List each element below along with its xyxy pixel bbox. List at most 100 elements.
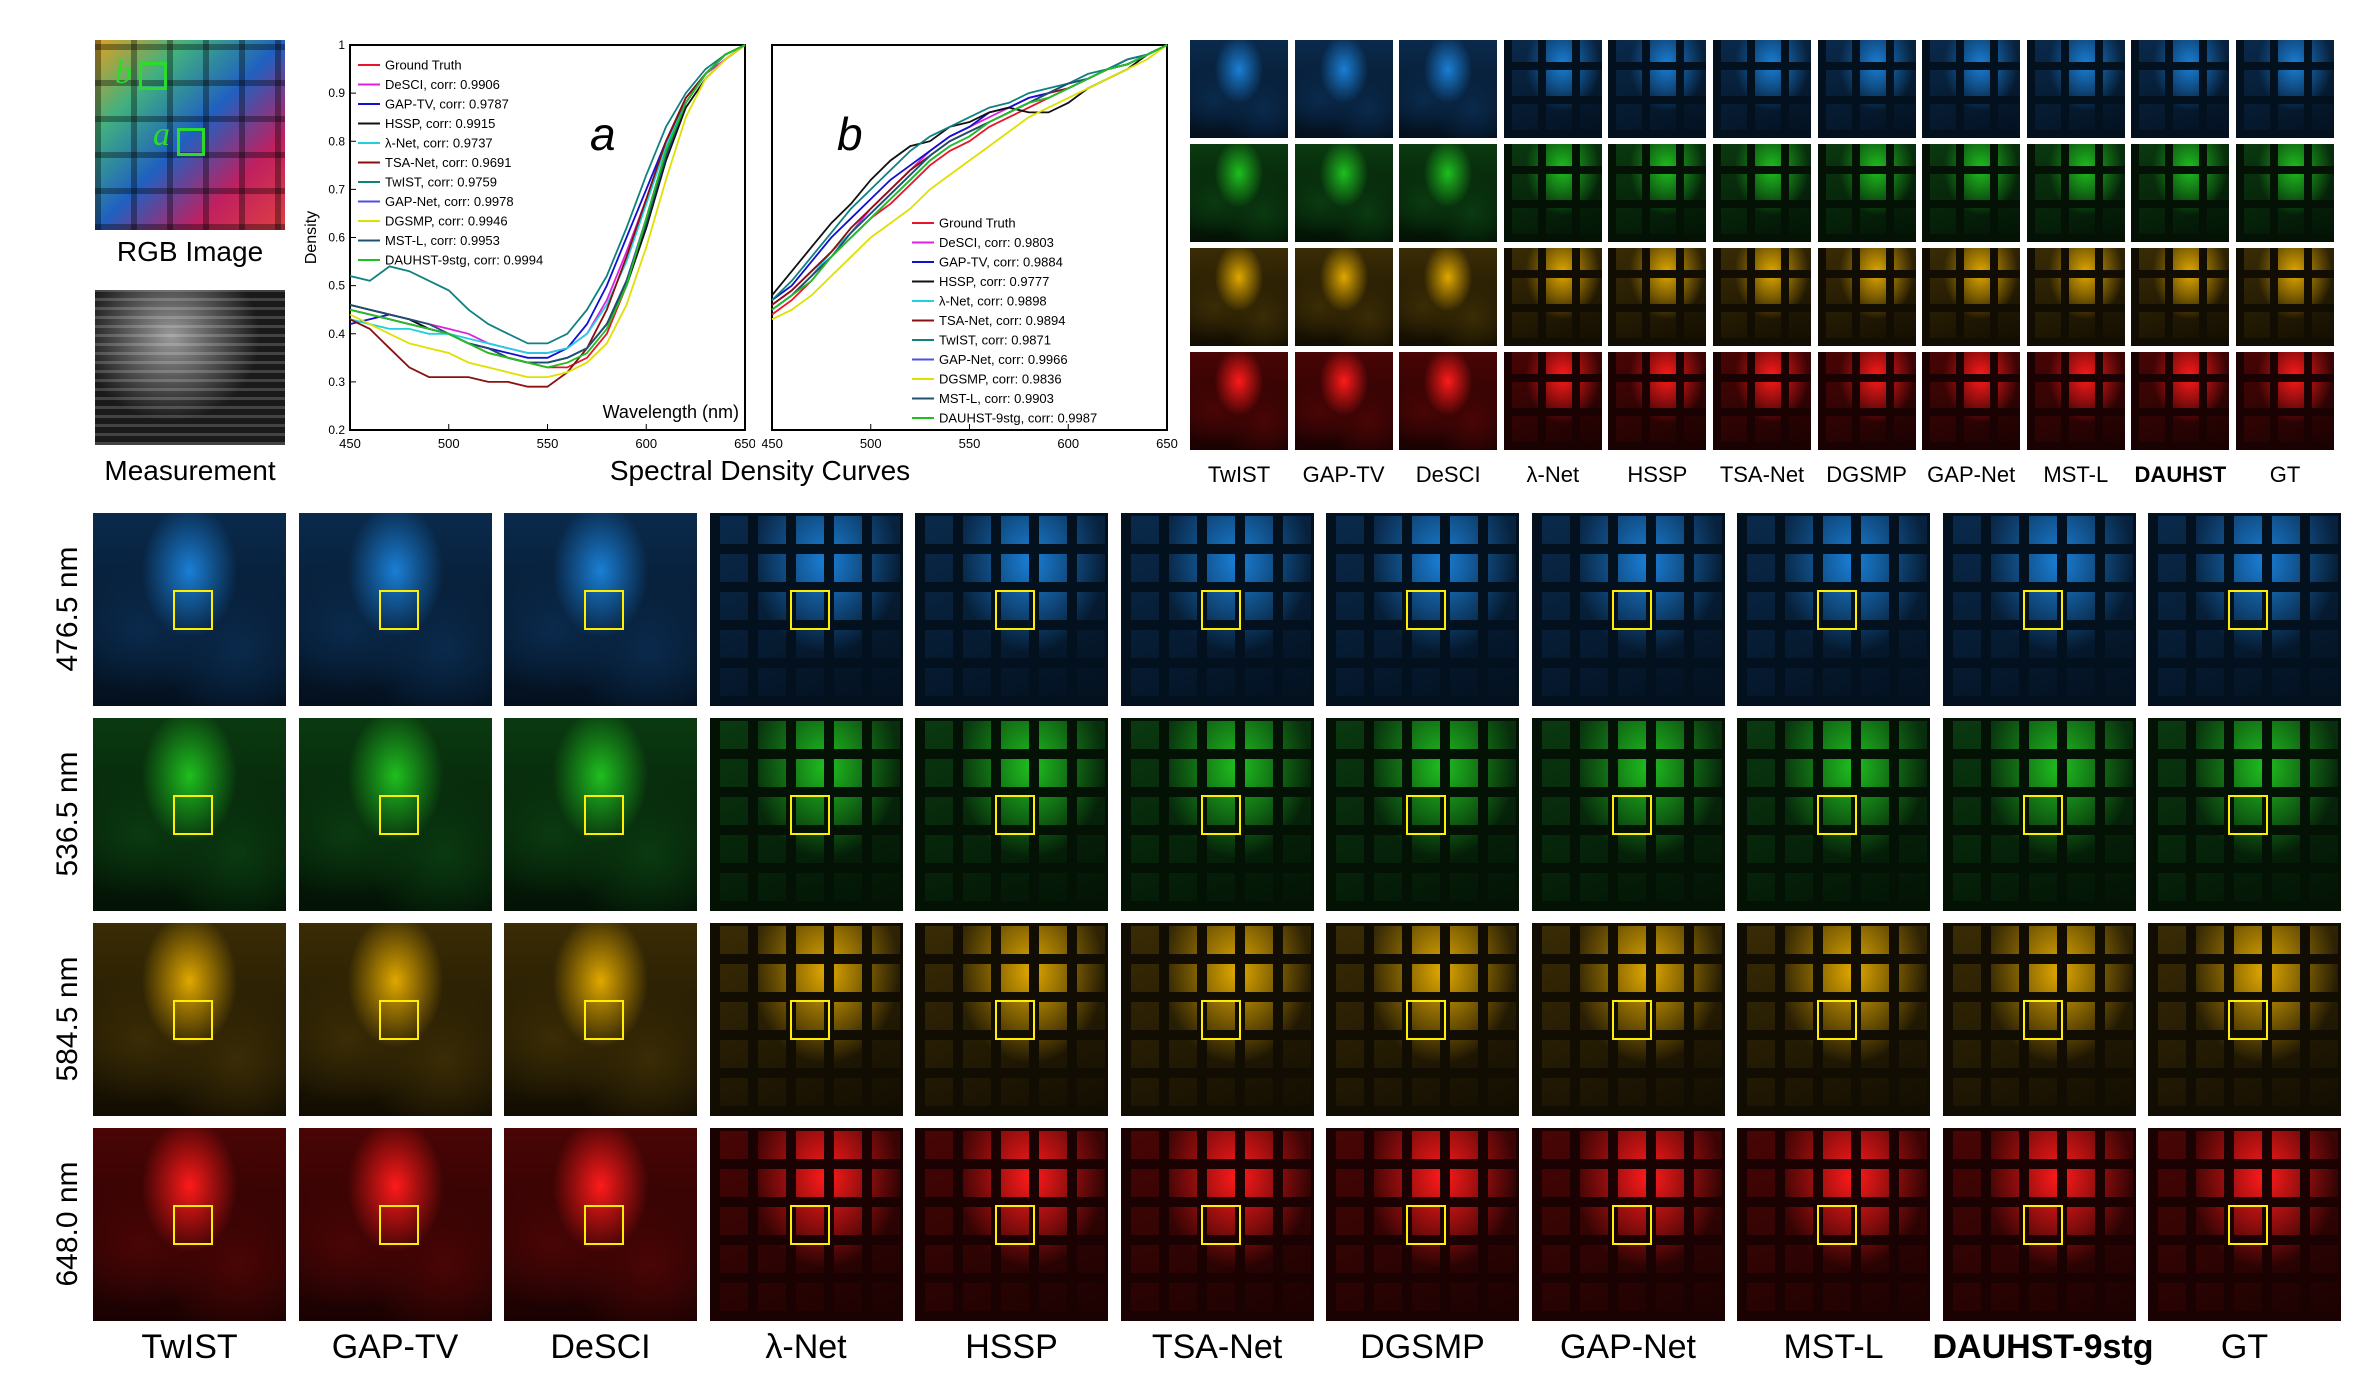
small-tile-green-3 — [1503, 144, 1602, 242]
small-tile-yellow-4 — [1608, 248, 1707, 346]
zoom-box — [1817, 1000, 1857, 1040]
big-tile-green-8 — [1737, 718, 1930, 911]
x-tick-label: 450 — [339, 436, 361, 451]
big-method-label: DGSMP — [1360, 1328, 1485, 1366]
big-method-label: GT — [2220, 1328, 2269, 1366]
y-tick-label: 0.6 — [328, 231, 345, 245]
big-tile-blue-1 — [298, 513, 492, 706]
zoom-box — [584, 590, 624, 630]
big-method-label: GAP-TV — [331, 1328, 459, 1366]
series-line-5 — [349, 44, 746, 388]
big-tile-blue-2 — [504, 513, 697, 706]
zoom-box — [584, 795, 624, 835]
zoom-box — [995, 795, 1035, 835]
small-tile-green-7 — [1922, 144, 2021, 242]
small-tile-red-3 — [1503, 352, 1602, 450]
spectral-chart-b: 450 500 550 600 650 Ground Truth DeSCI, corr: … — [762, 44, 1178, 451]
small-tile-blue-1 — [1294, 40, 1393, 138]
region-b-box — [139, 62, 167, 90]
legend-entry: TSA-Net, corr: 0.9894 — [939, 313, 1065, 328]
zoom-box — [1817, 795, 1857, 835]
big-method-label: DAUHST-9stg — [1932, 1328, 2154, 1366]
zoom-box — [1611, 795, 1652, 835]
measurement-image — [95, 290, 285, 445]
zoom-box — [173, 1205, 213, 1245]
small-tile-blue-0 — [1190, 40, 1288, 138]
big-tile-green-6 — [1326, 718, 1519, 911]
y-tick-label: 0.3 — [328, 375, 345, 389]
legend-entry: DeSCI, corr: 0.9906 — [385, 77, 500, 92]
small-tile-blue-8 — [2026, 40, 2125, 138]
y-tick-label: 1 — [338, 38, 345, 52]
small-tile-yellow-8 — [2026, 248, 2125, 346]
big-tile-green-5 — [1120, 718, 1314, 911]
measurement-caption: Measurement — [104, 455, 276, 486]
small-method-label: GT — [2269, 462, 2301, 487]
y-tick-label: 0.4 — [328, 327, 345, 341]
y-tick-label: 0.5 — [328, 279, 345, 293]
big-tile-red-4 — [915, 1128, 1108, 1321]
big-tile-yellow-1 — [298, 923, 492, 1116]
zoom-box — [995, 1000, 1035, 1040]
legend-entry: HSSP, corr: 0.9915 — [385, 116, 495, 131]
legend-entry: GAP-Net, corr: 0.9966 — [939, 352, 1068, 367]
small-tile-blue-9 — [2131, 40, 2230, 138]
x-tick-label: 650 — [1156, 436, 1178, 451]
small-tile-yellow-10 — [2236, 248, 2334, 346]
zoom-box — [2228, 1000, 2268, 1040]
small-tile-red-9 — [2131, 352, 2230, 450]
big-tile-blue-9 — [1942, 513, 2136, 706]
small-tile-green-9 — [2131, 144, 2230, 242]
big-tile-green-1 — [298, 718, 492, 911]
big-tile-red-8 — [1737, 1128, 1930, 1321]
small-tile-yellow-6 — [1817, 248, 1916, 346]
small-method-label: TwIST — [1207, 462, 1271, 487]
legend-entry: TwIST, corr: 0.9871 — [939, 333, 1051, 348]
big-tile-yellow-0 — [93, 923, 286, 1116]
series-line-6 — [349, 44, 746, 345]
big-tile-yellow-10 — [2148, 923, 2341, 1116]
small-method-label: DGSMP — [1826, 462, 1907, 487]
small-tile-red-6 — [1817, 352, 1916, 450]
small-method-label: MST-L — [2043, 462, 2109, 487]
zoom-box — [1817, 590, 1857, 630]
small-tile-blue-2 — [1399, 40, 1498, 138]
chart-annotation: a — [590, 108, 616, 160]
big-tile-green-10 — [2148, 718, 2341, 911]
small-tile-green-10 — [2236, 144, 2334, 242]
zoom-box — [2228, 1205, 2268, 1245]
x-tick-label: 500 — [860, 436, 882, 451]
rgb-cube-pattern — [95, 40, 285, 230]
big-tile-blue-7 — [1531, 513, 1725, 706]
small-tile-yellow-0 — [1190, 248, 1288, 346]
legend-entry: DGSMP, corr: 0.9836 — [939, 372, 1062, 387]
small-tile-green-2 — [1399, 144, 1498, 242]
rgb-caption: RGB Image — [116, 236, 264, 267]
big-tile-yellow-2 — [504, 923, 697, 1116]
zoom-box — [2022, 590, 2063, 630]
x-tick-label: 500 — [438, 436, 460, 451]
legend-entry: GAP-TV, corr: 0.9884 — [939, 255, 1063, 270]
series-line-10 — [349, 44, 746, 369]
small-tile-yellow-3 — [1503, 248, 1602, 346]
marker-b: b — [115, 54, 132, 91]
x-tick-label: 450 — [762, 436, 783, 451]
small-tile-yellow-1 — [1294, 248, 1393, 346]
zoom-box — [2022, 795, 2063, 835]
big-tile-green-2 — [504, 718, 697, 911]
zoom-box — [378, 795, 419, 835]
big-tile-blue-8 — [1737, 513, 1930, 706]
series-line-6 — [771, 44, 1168, 301]
legend-entry: MST-L, corr: 0.9953 — [385, 233, 500, 248]
series-line-10 — [771, 44, 1168, 311]
zoom-box — [1200, 1000, 1241, 1040]
small-tile-red-4 — [1608, 352, 1707, 450]
big-tile-yellow-5 — [1120, 923, 1314, 1116]
zoom-box — [1200, 1205, 1241, 1245]
small-tile-green-0 — [1190, 144, 1288, 242]
small-tile-yellow-5 — [1713, 248, 1811, 346]
plot-frame — [349, 44, 746, 431]
region-a-box — [177, 128, 205, 156]
legend-entry: Ground Truth — [385, 58, 462, 73]
big-tile-yellow-7 — [1531, 923, 1725, 1116]
